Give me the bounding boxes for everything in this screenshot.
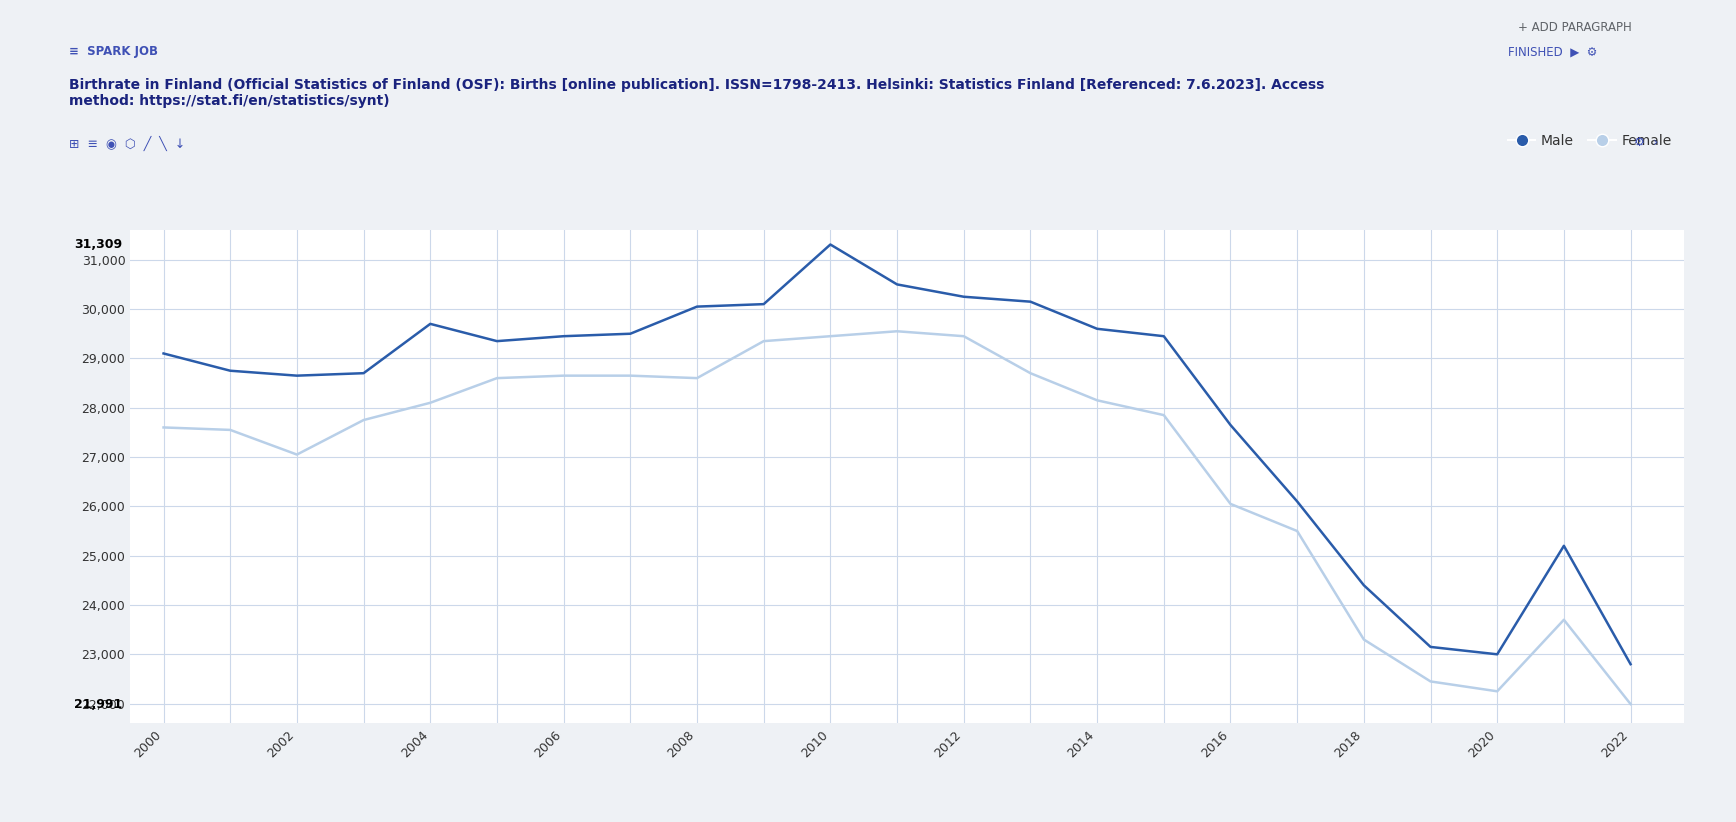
Female — [1620, 700, 1641, 709]
Line: Female: Female — [163, 331, 1630, 704]
Text: + ADD PARAGRAPH: + ADD PARAGRAPH — [1517, 21, 1632, 34]
Text: ⚙  ›: ⚙ › — [1634, 136, 1658, 149]
Male — [1420, 642, 1441, 652]
Male — [1286, 496, 1307, 506]
Male — [887, 279, 908, 289]
Female — [1486, 686, 1507, 696]
Text: 21,991: 21,991 — [73, 698, 122, 710]
Text: ⊞  ≡  ◉  ⬡  ╱  ╲  ↓: ⊞ ≡ ◉ ⬡ ╱ ╲ ↓ — [69, 136, 186, 150]
Female — [153, 423, 174, 432]
Male — [420, 319, 441, 329]
Male — [953, 292, 974, 302]
Text: 31,309: 31,309 — [73, 238, 122, 251]
Male — [220, 366, 241, 376]
Female — [1153, 410, 1174, 420]
Male — [687, 302, 708, 312]
Text: Birthrate in Finland (Official Statistics of Finland (OSF): Births [online publi: Birthrate in Finland (Official Statistic… — [69, 78, 1325, 109]
Male — [1087, 324, 1108, 334]
Male — [620, 329, 641, 339]
Female — [819, 331, 840, 341]
Male — [1354, 580, 1375, 590]
Text: ≡  SPARK JOB: ≡ SPARK JOB — [69, 45, 158, 58]
Male — [352, 368, 373, 378]
Male — [1021, 297, 1042, 307]
Male — [1620, 659, 1641, 669]
Female — [1554, 615, 1575, 625]
Female — [620, 371, 641, 381]
Female — [953, 331, 974, 341]
Male — [819, 239, 840, 249]
Female — [554, 371, 575, 381]
Female — [286, 450, 307, 459]
Legend: Male, Female: Male, Female — [1502, 128, 1677, 154]
Male — [753, 299, 774, 309]
Female — [420, 398, 441, 408]
Female — [486, 373, 507, 383]
Male — [1153, 331, 1174, 341]
Female — [1354, 635, 1375, 644]
Female — [220, 425, 241, 435]
Female — [887, 326, 908, 336]
Female — [1087, 395, 1108, 405]
Male — [486, 336, 507, 346]
Male — [1220, 420, 1241, 430]
Male — [1486, 649, 1507, 659]
Female — [1220, 499, 1241, 509]
Female — [687, 373, 708, 383]
Line: Male: Male — [163, 244, 1630, 664]
Text: FINISHED  ▶  ⚙: FINISHED ▶ ⚙ — [1509, 45, 1597, 58]
Male — [153, 349, 174, 358]
Male — [1554, 541, 1575, 551]
Female — [753, 336, 774, 346]
Female — [352, 415, 373, 425]
Male — [554, 331, 575, 341]
Male — [286, 371, 307, 381]
Female — [1420, 677, 1441, 686]
Female — [1021, 368, 1042, 378]
Female — [1286, 526, 1307, 536]
